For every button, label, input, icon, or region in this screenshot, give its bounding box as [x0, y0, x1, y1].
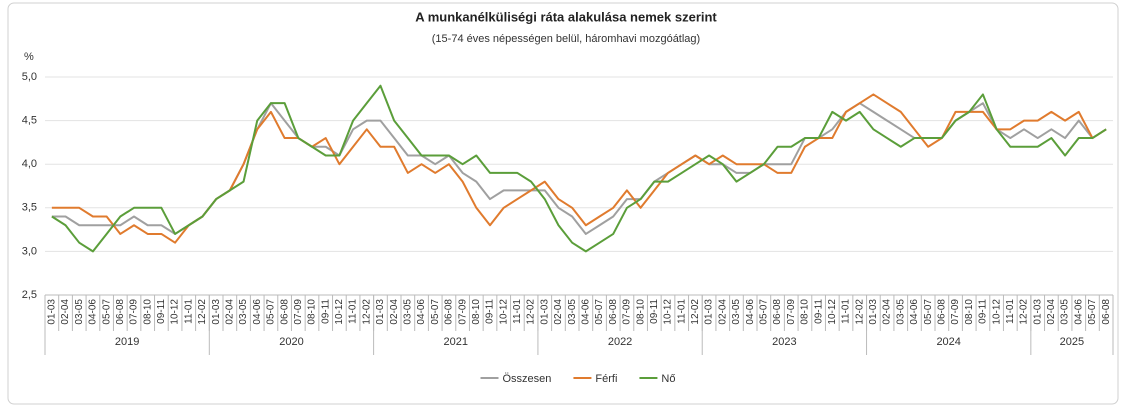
x-tick-label: 11-01	[183, 299, 194, 324]
x-tick-label: 10-12	[827, 299, 838, 325]
x-tick-label: 08-10	[142, 299, 153, 325]
x-tick-label: 05-07	[430, 299, 441, 325]
x-tick-label: 09-11	[649, 299, 660, 324]
x-tick-label: 12-02	[197, 299, 208, 325]
x-tick-label: 04-06	[580, 299, 591, 325]
x-tick-label: 10-12	[170, 299, 181, 325]
x-tick-label: 06-08	[115, 299, 126, 325]
x-tick-label: 03-05	[567, 299, 578, 325]
x-tick-label: 07-09	[457, 299, 468, 325]
x-tick-label: 01-03	[868, 299, 879, 325]
x-tick-label: 09-11	[978, 299, 989, 324]
x-tick-label: 03-05	[74, 299, 85, 325]
year-label: 2022	[608, 336, 632, 348]
x-tick-label: 03-05	[402, 299, 413, 325]
x-tick-label: 02-04	[1046, 299, 1057, 325]
chart-title: A munkanélküliségi ráta alakulása nemek …	[415, 9, 717, 24]
y-tick-label: 5,0	[22, 71, 37, 83]
x-tick-label: 04-06	[909, 299, 920, 325]
x-tick-label: 08-10	[964, 299, 975, 325]
x-tick-label: 03-05	[238, 299, 249, 325]
x-tick-label: 10-12	[663, 299, 674, 325]
y-tick-label: 3,5	[22, 202, 37, 214]
x-tick-label: 09-11	[813, 299, 824, 324]
x-tick-label: 08-10	[471, 299, 482, 325]
x-tick-label: 04-06	[416, 299, 427, 325]
x-tick-label: 11-01	[841, 299, 852, 324]
x-tick-label: 08-10	[635, 299, 646, 325]
x-tick-label: 01-03	[1032, 299, 1043, 325]
x-tick-label: 02-04	[60, 299, 71, 325]
x-tick-label: 04-06	[252, 299, 263, 325]
y-tick-label: 4,0	[22, 158, 37, 170]
x-tick-label: 08-10	[307, 299, 318, 325]
x-tick-label: 06-08	[608, 299, 619, 325]
x-tick-label: 11-01	[348, 299, 359, 324]
x-tick-label: 01-03	[375, 299, 386, 325]
x-tick-label: 06-08	[1101, 299, 1112, 325]
x-tick-label: 11-01	[1005, 299, 1016, 324]
x-tick-label: 05-07	[923, 299, 934, 325]
series-line	[51, 84, 1107, 253]
x-tick-label: 06-08	[936, 299, 947, 325]
x-tick-label: 05-07	[1087, 299, 1098, 325]
x-tick-label: 02-04	[882, 299, 893, 325]
chart-subtitle: (15-74 éves népességen belül, háromhavi …	[432, 33, 700, 45]
x-tick-label: 10-12	[334, 299, 345, 325]
x-tick-label: 12-02	[690, 299, 701, 325]
x-tick-label: 11-01	[676, 299, 687, 324]
x-tick-label: 07-09	[950, 299, 961, 325]
y-tick-label: 3,0	[22, 245, 37, 257]
x-tick-label: 02-04	[553, 299, 564, 325]
x-tick-label: 04-06	[1073, 299, 1084, 325]
x-tick-label: 08-10	[800, 299, 811, 325]
x-tick-label: 07-09	[293, 299, 304, 325]
x-tick-label: 01-03	[704, 299, 715, 325]
x-tick-label: 01-03	[539, 299, 550, 325]
legend-label: Nő	[661, 373, 675, 385]
x-tick-label: 12-02	[854, 299, 865, 325]
legend-label: Férfi	[595, 373, 617, 385]
y-axis-label: %	[24, 51, 34, 63]
x-tick-label: 06-08	[772, 299, 783, 325]
x-tick-label: 05-07	[594, 299, 605, 325]
x-tick-label: 03-05	[1060, 299, 1071, 325]
y-tick-label: 2,5	[22, 289, 37, 301]
x-tick-label: 06-08	[444, 299, 455, 325]
year-label: 2023	[772, 336, 796, 348]
x-tick-label: 07-09	[129, 299, 140, 325]
x-tick-label: 06-08	[279, 299, 290, 325]
legend-label: Összesen	[503, 373, 552, 385]
x-tick-label: 09-11	[156, 299, 167, 324]
x-tick-label: 10-12	[498, 299, 509, 325]
year-label: 2025	[1060, 336, 1084, 348]
x-tick-label: 05-07	[101, 299, 112, 325]
x-tick-label: 04-06	[88, 299, 99, 325]
x-tick-label: 07-09	[622, 299, 633, 325]
x-tick-label: 01-03	[46, 299, 57, 325]
year-label: 2021	[444, 336, 468, 348]
x-tick-label: 05-07	[266, 299, 277, 325]
x-tick-label: 12-02	[1019, 299, 1030, 325]
x-tick-label: 12-02	[361, 299, 372, 325]
year-label: 2019	[115, 336, 139, 348]
x-tick-label: 02-04	[717, 299, 728, 325]
x-tick-label: 11-01	[512, 299, 523, 324]
x-tick-label: 09-11	[320, 299, 331, 324]
year-label: 2020	[279, 336, 303, 348]
y-tick-label: 4,5	[22, 115, 37, 127]
x-tick-label: 09-11	[485, 299, 496, 324]
x-tick-label: 04-06	[745, 299, 756, 325]
x-tick-label: 12-02	[526, 299, 537, 325]
x-tick-label: 02-04	[389, 299, 400, 325]
x-tick-label: 10-12	[991, 299, 1002, 325]
year-label: 2024	[936, 336, 960, 348]
x-tick-label: 01-03	[211, 299, 222, 325]
x-tick-label: 03-05	[895, 299, 906, 325]
x-tick-label: 05-07	[758, 299, 769, 325]
x-tick-label: 02-04	[224, 299, 235, 325]
x-tick-label: 07-09	[786, 299, 797, 325]
x-tick-label: 03-05	[731, 299, 742, 325]
